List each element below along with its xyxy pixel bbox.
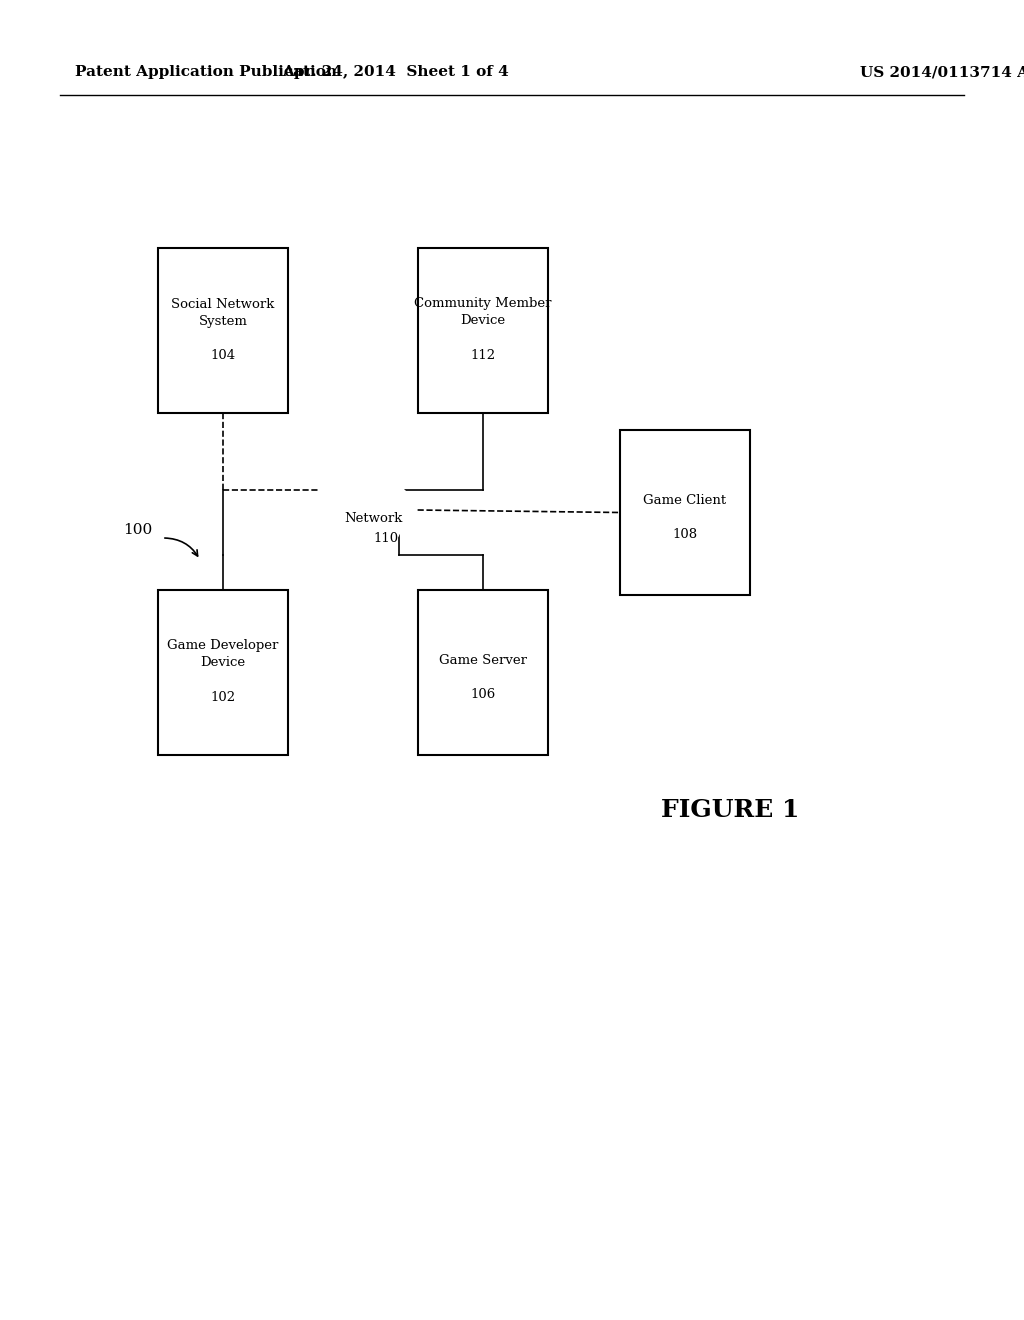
- Text: 108: 108: [673, 528, 697, 541]
- Bar: [158, 248, 288, 413]
- Text: US 2014/0113714 A1: US 2014/0113714 A1: [860, 65, 1024, 79]
- Text: Game Server: Game Server: [439, 653, 527, 667]
- Text: Apr. 24, 2014  Sheet 1 of 4: Apr. 24, 2014 Sheet 1 of 4: [282, 65, 508, 79]
- Text: Game Developer
Device: Game Developer Device: [167, 639, 279, 669]
- Text: Game Client: Game Client: [643, 494, 727, 507]
- Text: 102: 102: [211, 690, 236, 704]
- Text: 100: 100: [123, 523, 153, 537]
- Bar: [418, 248, 548, 413]
- Circle shape: [364, 508, 400, 546]
- Circle shape: [326, 486, 364, 523]
- Text: Patent Application Publication: Patent Application Publication: [75, 65, 337, 79]
- Text: Social Network
System: Social Network System: [171, 297, 274, 327]
- Circle shape: [346, 469, 390, 513]
- Text: 110: 110: [374, 532, 398, 544]
- Text: Network: Network: [344, 511, 402, 524]
- Circle shape: [319, 502, 352, 533]
- Text: 106: 106: [470, 688, 496, 701]
- Circle shape: [373, 486, 411, 523]
- Text: FIGURE 1: FIGURE 1: [660, 799, 799, 822]
- Bar: [620, 430, 750, 595]
- Text: Community Member
Device: Community Member Device: [415, 297, 552, 327]
- Text: 112: 112: [470, 348, 496, 362]
- Bar: [418, 590, 548, 755]
- Circle shape: [384, 502, 417, 533]
- Bar: [158, 590, 288, 755]
- Circle shape: [336, 508, 373, 546]
- Text: 104: 104: [211, 348, 236, 362]
